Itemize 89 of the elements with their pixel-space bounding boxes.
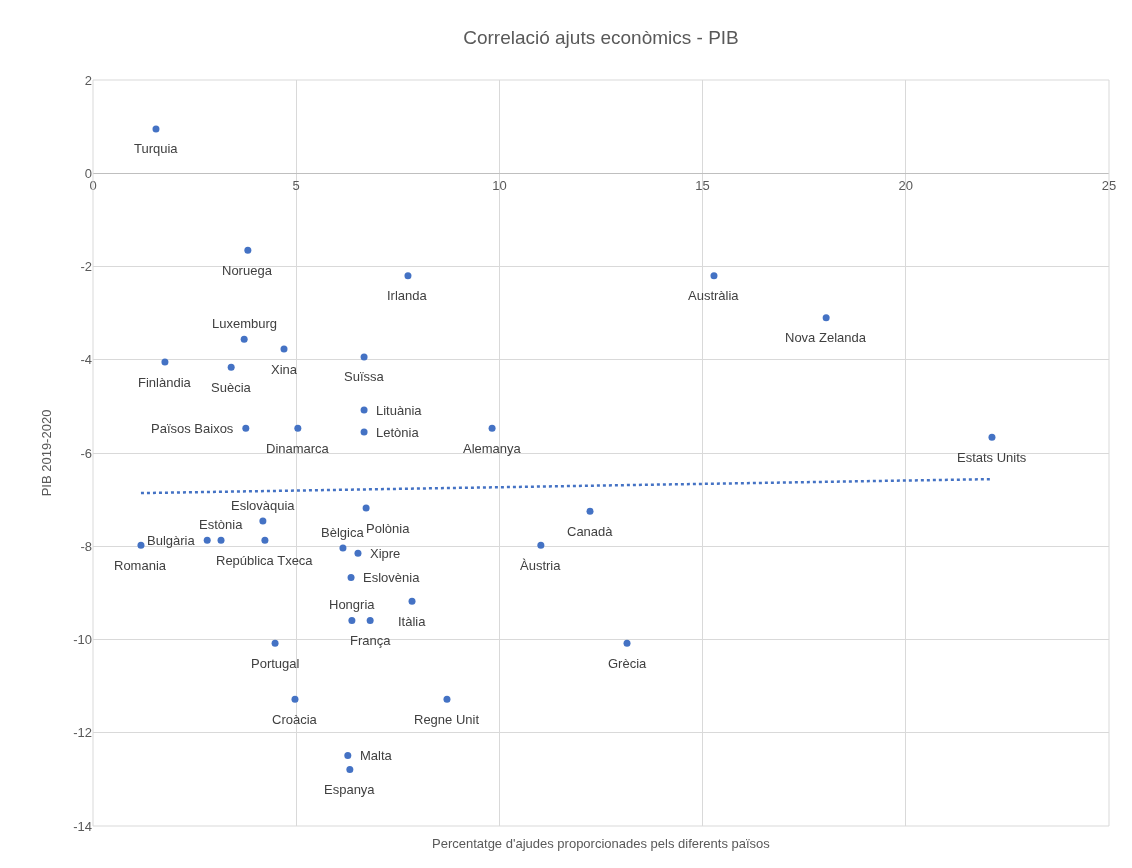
point: [347, 573, 355, 581]
point: [360, 406, 368, 414]
x-tick-label: 5: [292, 177, 300, 193]
annotation: Estats Units: [957, 450, 1027, 465]
annotation: Turquia: [134, 141, 179, 156]
point: [280, 345, 288, 353]
annotation: República Txeca: [216, 553, 314, 568]
y-tick-label: -14: [73, 818, 92, 834]
point: [710, 272, 718, 280]
point: [354, 549, 362, 557]
annotation: Austràlia: [688, 288, 740, 303]
annotation: Lituània: [376, 403, 423, 418]
point: [362, 504, 370, 512]
annotation: Regne Unit: [414, 712, 480, 727]
point: [360, 428, 368, 436]
annotation: Estònia: [199, 517, 244, 532]
point: [244, 246, 252, 254]
y-tick-label: -12: [73, 725, 92, 741]
point: [586, 507, 594, 515]
annotation: Suècia: [211, 380, 252, 395]
y-tick-label: 0: [84, 165, 92, 181]
y-tick-label: -6: [80, 445, 92, 461]
point: [404, 272, 412, 280]
annotation: Xipre: [370, 546, 401, 561]
point: [161, 358, 169, 366]
annotation: Itàlia: [398, 614, 427, 629]
point: [822, 314, 830, 322]
annotation: Dinamarca: [266, 441, 330, 456]
annotation: Letònia: [376, 425, 420, 440]
annotation: Nova Zelanda: [785, 330, 867, 345]
x-tick-label: 25: [1101, 177, 1117, 193]
point: [294, 424, 302, 432]
point: [366, 616, 374, 624]
y-tick-label: -10: [73, 632, 92, 648]
annotation: Bèlgica: [321, 525, 365, 540]
point: [227, 363, 235, 371]
x-tick-label: 10: [492, 177, 507, 193]
point: [443, 695, 451, 703]
y-tick-label: -2: [80, 259, 92, 275]
point: [261, 536, 269, 544]
point: [408, 597, 416, 605]
point: [537, 541, 545, 549]
annotation: Xina: [271, 362, 298, 377]
point: [488, 424, 496, 432]
annotation: Noruega: [222, 263, 273, 278]
point: [217, 536, 225, 544]
y-tick-label: 2: [84, 72, 92, 88]
point: [259, 517, 267, 525]
point: [348, 616, 356, 624]
chart-title: Correlació ajuts econòmics - PIB: [463, 26, 739, 48]
annotation: Eslovàquia: [231, 498, 296, 513]
annotation: França: [350, 633, 392, 648]
annotation: Eslovènia: [363, 570, 421, 585]
point: [152, 125, 160, 133]
x-axis-title: Percentatge d'ajudes proporcionades pels diferents països: [432, 836, 771, 851]
point: [360, 353, 368, 361]
annotation: Malta: [360, 748, 393, 763]
point: [344, 752, 352, 760]
annotation: Bulgària: [147, 533, 196, 548]
point: [203, 536, 211, 544]
annotation: Irlanda: [387, 288, 428, 303]
annotation: Àustria: [520, 558, 562, 573]
annotation: Polònia: [366, 521, 411, 536]
point: [346, 766, 354, 774]
annotation: Romania: [114, 558, 167, 573]
annotation: Canadà: [567, 524, 614, 539]
point: [291, 695, 299, 703]
annotation: Croàcia: [272, 712, 318, 727]
y-tick-label: -8: [80, 538, 92, 554]
annotation: Grècia: [608, 656, 648, 671]
point: [137, 541, 145, 549]
point: [242, 424, 250, 432]
annotation: Finlàndia: [138, 375, 192, 390]
annotation: Suïssa: [344, 369, 385, 384]
point: [988, 433, 996, 441]
annotation: Alemanya: [463, 441, 522, 456]
point: [271, 639, 279, 647]
annotation: Espanya: [324, 782, 376, 797]
point: [623, 639, 631, 647]
x-tick-label: 20: [898, 177, 914, 193]
x-tick-label: 15: [695, 177, 710, 193]
annotation: Països Baixos: [151, 421, 234, 436]
point: [339, 544, 347, 552]
y-axis-title: PIB 2019-2020: [39, 409, 55, 497]
point: [240, 335, 248, 343]
annotation: Luxemburg: [212, 316, 278, 331]
y-tick-label: -4: [80, 352, 92, 368]
annotation: Hongria: [329, 597, 376, 612]
annotation: Portugal: [251, 656, 300, 671]
